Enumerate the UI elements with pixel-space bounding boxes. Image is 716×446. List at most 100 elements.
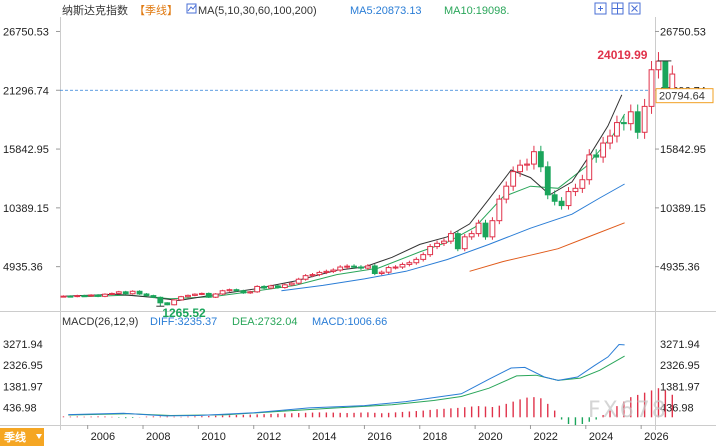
candle-down: [164, 302, 171, 306]
y-tick-label-left: 15842.95: [3, 144, 49, 156]
macd-tick-label-left: 3271.94: [3, 339, 43, 351]
ma10-line: [82, 113, 626, 300]
candle-up: [178, 296, 184, 301]
indicator-settings-icon[interactable]: [186, 3, 197, 14]
candle-down: [558, 200, 565, 207]
candle-up: [579, 179, 586, 189]
diff-line: [68, 343, 625, 417]
candle-up: [102, 293, 108, 297]
moving-average-lines: [65, 94, 626, 302]
candle-down: [233, 289, 240, 292]
candle-up: [337, 266, 344, 271]
candle-up: [475, 222, 482, 235]
window-controls[interactable]: [594, 2, 641, 15]
y-tick-label-left: 21296.74: [3, 85, 49, 97]
macd-axes: 3271.94 3271.94 2326.95 2326.95 1381.97 1381.…: [3, 339, 700, 414]
candle-up: [565, 191, 572, 207]
candle-up: [254, 285, 261, 293]
candle-up: [427, 246, 434, 256]
candle-up: [115, 291, 122, 294]
session-low-label: 1265.52: [162, 306, 206, 320]
macd-tick-label-right: 1381.97: [660, 381, 700, 393]
candle-up: [531, 151, 537, 165]
candle-up: [385, 267, 392, 273]
candle-up: [406, 262, 413, 265]
macd-tick-label-left: 2326.95: [3, 360, 43, 372]
candle-down: [240, 290, 247, 294]
y-tick-label-right: 4935.36: [660, 262, 700, 274]
candle-up: [600, 142, 607, 158]
x-tick-label: 2020: [478, 431, 502, 443]
ma5-line: [65, 94, 623, 302]
candle-up: [288, 282, 295, 286]
y-axis-left: 26750.53 21296.74 15842.95 10389.15 4935.36: [3, 26, 60, 274]
x-tick-label: 2026: [644, 431, 668, 443]
candle-up: [648, 69, 655, 107]
candle-up: [627, 111, 634, 125]
candle-down: [593, 154, 600, 158]
x-tick-label: 2022: [533, 431, 557, 443]
candle-down: [620, 122, 627, 125]
candle-down: [537, 151, 544, 168]
period-tab-label[interactable]: 季线: [3, 430, 26, 444]
macd-histogram: [62, 388, 673, 426]
candle-down: [95, 294, 101, 297]
candle-up: [344, 265, 351, 268]
candle-up: [212, 293, 219, 298]
chart-title: 纳斯达克指数: [62, 3, 128, 17]
candle-down: [358, 266, 364, 269]
macd-tick-label-right: 436.98: [660, 403, 694, 415]
candle-up: [316, 271, 323, 276]
x-tick-label: 2014: [312, 431, 336, 443]
candle-down: [136, 290, 143, 295]
candle-down: [634, 111, 641, 133]
y-tick-label-right: 26750.53: [660, 26, 706, 38]
annotations: 20794.64 24019.99 1265.52: [156, 48, 714, 320]
candle-down: [67, 295, 74, 298]
candle-down: [544, 166, 551, 196]
candle-down: [150, 295, 157, 298]
candle-up: [607, 135, 613, 144]
macd-label[interactable]: MACD(26,12,9): [62, 316, 138, 328]
candle-up: [503, 185, 510, 200]
candle-up: [219, 290, 226, 295]
candle-up: [641, 105, 648, 133]
dropdown-icon[interactable]: [36, 434, 42, 439]
candle-up: [572, 187, 579, 193]
candle-down: [351, 265, 357, 268]
dea-value: DEA:2732.04: [232, 316, 297, 328]
candle-up: [330, 269, 337, 272]
period-label[interactable]: 【季线】: [134, 3, 178, 17]
candle-up: [281, 284, 288, 289]
current-price-tag: [655, 88, 714, 104]
current-price-label: 20794.64: [659, 91, 705, 103]
candle-down: [662, 60, 669, 91]
y-tick-label-right: 15842.95: [660, 144, 706, 156]
candle-down: [81, 295, 88, 298]
candle-down: [143, 293, 150, 297]
candle-up: [198, 292, 205, 295]
ma-label[interactable]: MA(5,10,30,60,100,200): [198, 5, 317, 17]
candle-up: [323, 270, 330, 273]
candle-up: [74, 295, 81, 298]
ma5-value: MA5:20873.13: [350, 5, 422, 17]
x-tick-label: 2024: [589, 431, 613, 443]
candle-up: [420, 254, 427, 260]
candle-up: [171, 299, 178, 306]
macd-tick-label-left: 1381.97: [3, 381, 43, 393]
candle-up: [129, 290, 136, 295]
candle-up: [88, 294, 95, 297]
x-tick-label: 2008: [146, 431, 170, 443]
period-tab[interactable]: 季线: [0, 428, 44, 446]
candle-up: [364, 265, 371, 269]
ma30-line: [281, 183, 625, 292]
x-tick-label: 2016: [367, 431, 391, 443]
candle-up: [586, 154, 593, 181]
candle-up: [309, 274, 316, 277]
candle-up: [392, 266, 399, 269]
x-tick-label: 2012: [257, 431, 281, 443]
macd-value: MACD:1006.66: [312, 316, 387, 328]
candle-down: [275, 285, 281, 289]
session-high-label: 24019.99: [597, 48, 647, 62]
candle-down: [454, 233, 461, 250]
